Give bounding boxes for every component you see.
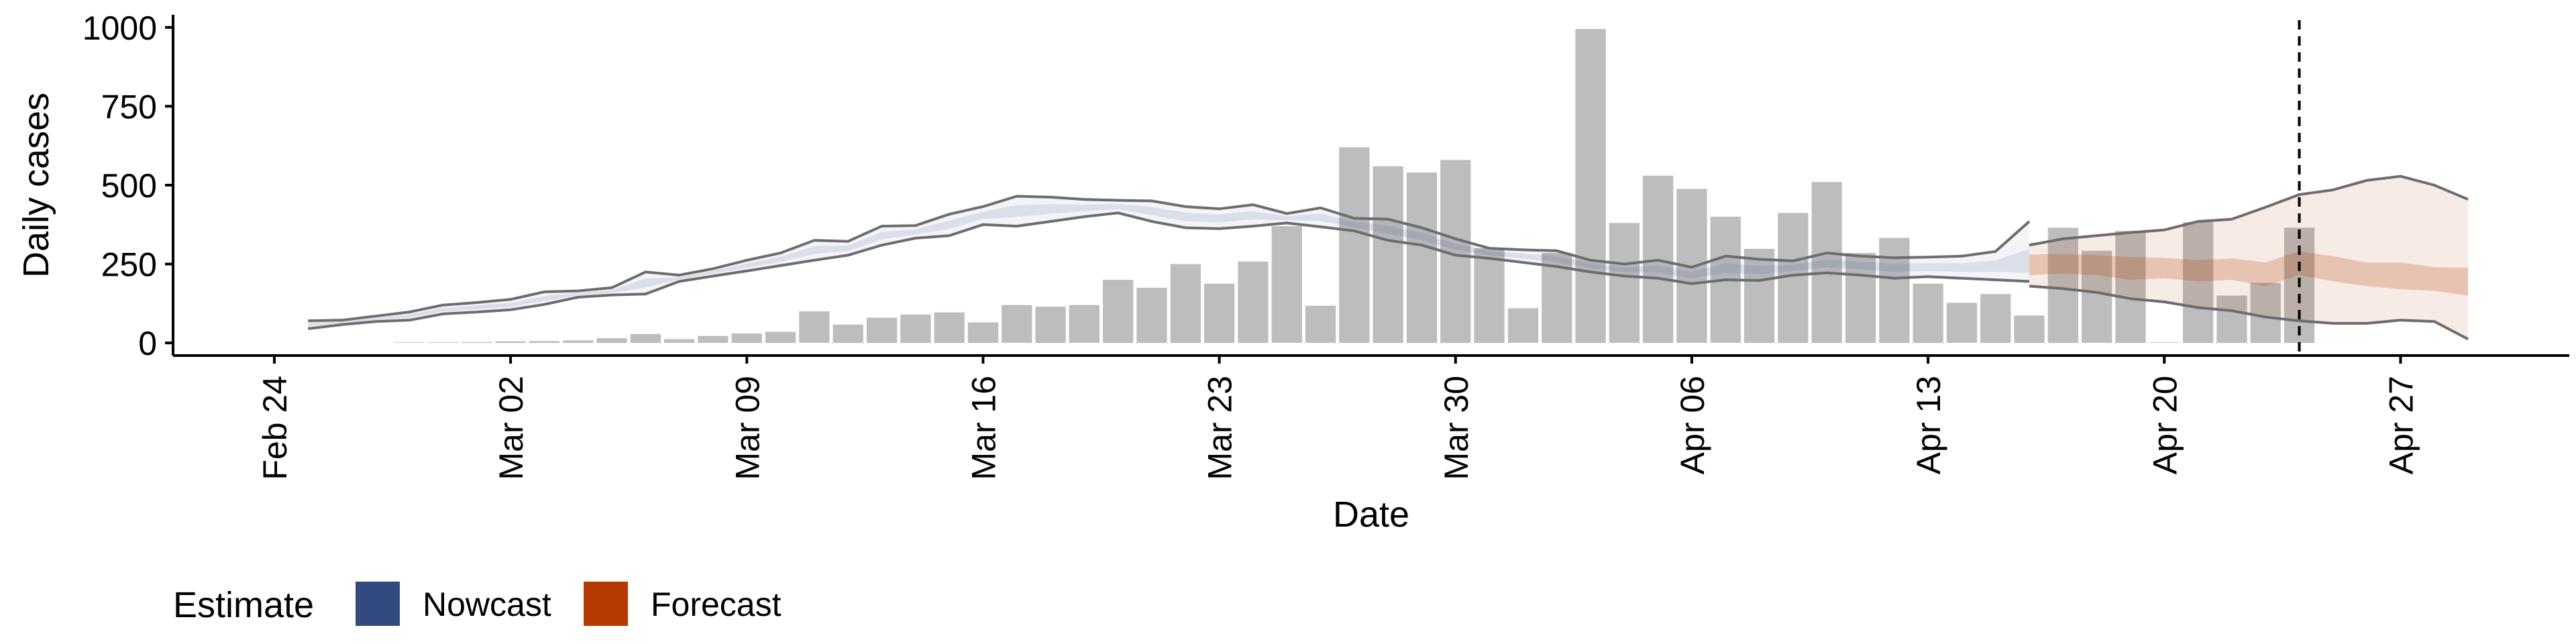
case-bar	[1406, 172, 1438, 343]
case-bar	[1946, 303, 1978, 343]
case-bar	[1204, 283, 1235, 343]
case-bar	[934, 312, 965, 343]
nowcast-upper-line	[308, 195, 2031, 323]
case-bar	[833, 324, 863, 343]
case-bar	[900, 314, 931, 343]
x-axis-label: Date	[1333, 494, 1409, 535]
y-tick-label: 750	[101, 88, 157, 125]
case-bar	[1103, 280, 1134, 343]
y-tick-label: 1000	[83, 9, 157, 47]
case-bar	[698, 335, 729, 343]
x-tick-label: Apr 06	[1674, 376, 1711, 474]
case-bar	[563, 340, 594, 343]
case-bar	[2183, 222, 2214, 343]
nowcast-lower-line	[307, 211, 2030, 330]
x-tick-label: Feb 24	[256, 376, 294, 480]
forecast-upper-line	[2029, 174, 2469, 247]
x-tick-label: Mar 09	[729, 376, 766, 480]
x-tick-label: Mar 30	[1438, 376, 1475, 480]
case-bar	[2149, 342, 2180, 343]
case-bar	[630, 334, 661, 343]
x-tick-label: Apr 13	[1910, 376, 1947, 474]
case-bar	[1238, 261, 1269, 343]
legend-swatch	[356, 582, 400, 626]
case-bar	[596, 338, 627, 343]
case-bar	[1609, 223, 1640, 343]
case-bar	[1507, 308, 1539, 343]
axes: 0 250 500 750 1000 Feb 24 Mar 02 Mar 09 Mar 16 M…	[83, 9, 2569, 480]
case-bar	[1373, 166, 1403, 343]
legend: Estimate Nowcast Forecast	[173, 582, 782, 626]
case-bar	[1845, 253, 1876, 343]
case-bar	[1271, 226, 1302, 343]
case-bar	[2115, 231, 2146, 343]
case-bar	[1811, 182, 1842, 343]
nowcast-outer-band	[308, 196, 2030, 329]
y-axis-label: Daily cases	[16, 93, 56, 278]
case-bar	[1305, 305, 1336, 343]
case-bar	[1035, 307, 1066, 343]
case-bar	[529, 341, 560, 343]
case-bar	[1474, 248, 1505, 343]
x-tick-label: Apr 20	[2146, 376, 2184, 474]
y-tick-label: 0	[138, 325, 157, 362]
case-bar	[765, 331, 796, 343]
case-bar	[1170, 264, 1201, 343]
y-tick-label: 250	[101, 246, 157, 284]
x-ticks: Feb 24 Mar 02 Mar 09 Mar 16 Mar 23 Mar 30 Apr …	[256, 356, 2420, 480]
case-bar	[1136, 287, 1167, 343]
case-bar	[731, 333, 762, 343]
case-bar	[2082, 250, 2112, 343]
legend-title: Estimate	[173, 585, 314, 625]
forecast-inner-band	[2029, 251, 2469, 296]
case-bar	[1743, 249, 1775, 343]
x-tick-label: Mar 23	[1201, 376, 1239, 480]
case-bars	[394, 29, 2315, 343]
case-bar	[1002, 305, 1032, 343]
case-bar	[1879, 237, 1910, 343]
case-bar	[427, 342, 459, 343]
case-bar	[394, 342, 425, 343]
case-bar	[1339, 147, 1370, 343]
case-bar	[1980, 294, 2011, 343]
case-bar	[1913, 283, 1943, 343]
case-bar	[2250, 282, 2281, 343]
case-bar	[2047, 227, 2078, 343]
x-tick-label: Mar 16	[965, 376, 1002, 480]
case-bar	[967, 322, 999, 343]
x-tick-label: Mar 02	[492, 376, 530, 480]
nowcast-series	[307, 195, 2031, 330]
legend-swatch	[584, 582, 628, 626]
case-bar	[1575, 29, 1606, 343]
legend-label: Forecast	[651, 586, 782, 623]
forecast-series	[2029, 174, 2469, 341]
y-ticks: 0 250 500 750 1000	[83, 9, 173, 362]
case-bar	[866, 317, 898, 343]
case-bar	[495, 341, 526, 343]
legend-entries: Nowcast Forecast	[356, 582, 782, 626]
y-tick-label: 500	[101, 167, 157, 205]
case-bar	[799, 311, 830, 343]
legend-label: Nowcast	[423, 586, 551, 623]
x-tick-label: Apr 27	[2383, 376, 2420, 474]
forecast-lower-line	[2029, 284, 2469, 341]
case-bar	[1069, 305, 1099, 343]
case-bar	[664, 339, 695, 343]
case-bar	[2014, 315, 2045, 343]
case-bar	[462, 341, 492, 343]
case-bar	[2216, 295, 2247, 343]
